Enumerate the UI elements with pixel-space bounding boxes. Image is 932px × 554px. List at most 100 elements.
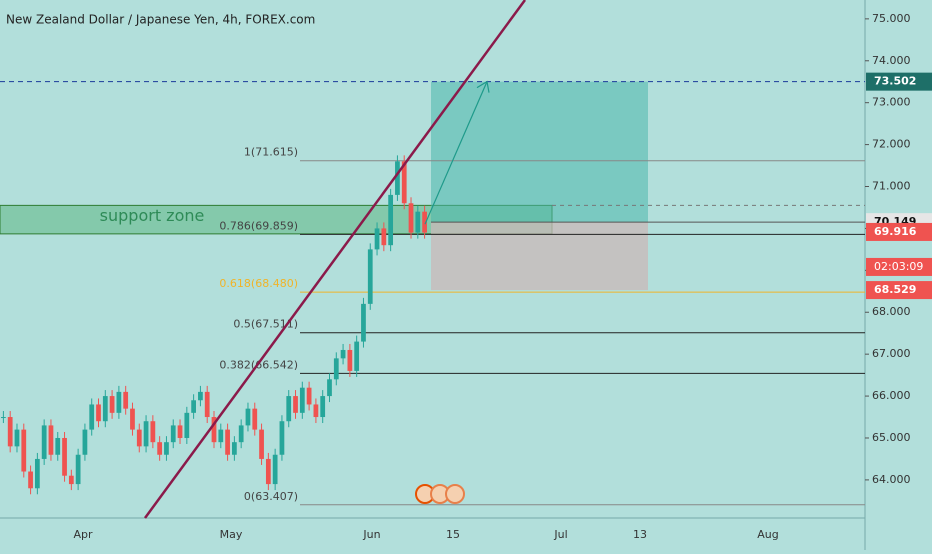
candle bbox=[286, 396, 292, 422]
time-label: May bbox=[220, 528, 243, 541]
price-tick-label: 68.000 bbox=[872, 305, 911, 318]
fib-label: 0.618(68.480) bbox=[219, 277, 298, 290]
price-tag bbox=[866, 72, 932, 91]
price-tick-label: 74.000 bbox=[872, 54, 911, 67]
candle bbox=[89, 404, 95, 430]
time-label: Jul bbox=[553, 528, 567, 541]
candle bbox=[422, 211, 427, 233]
candle bbox=[401, 161, 407, 204]
candle bbox=[68, 475, 74, 485]
candle bbox=[55, 437, 61, 455]
candle bbox=[14, 429, 20, 447]
projection-arrow bbox=[424, 81, 488, 225]
candle bbox=[82, 429, 88, 455]
candle bbox=[48, 425, 54, 455]
candle bbox=[150, 421, 156, 443]
price-tag-label: 69.916 bbox=[874, 225, 917, 238]
candle bbox=[177, 425, 183, 438]
price-tick-label: 75.000 bbox=[872, 12, 911, 25]
candle bbox=[272, 454, 278, 485]
candle bbox=[347, 349, 353, 371]
countdown-tag bbox=[866, 257, 932, 276]
candle bbox=[415, 211, 421, 233]
candle bbox=[21, 429, 27, 472]
price-tick-label: 73.000 bbox=[872, 96, 911, 109]
candle bbox=[123, 391, 129, 409]
arrow-head bbox=[476, 80, 490, 93]
stop-zone bbox=[431, 222, 648, 291]
fib-label: 0(63.407) bbox=[244, 490, 298, 503]
fib-label: 0.5(67.511) bbox=[233, 318, 298, 331]
candle bbox=[116, 391, 122, 413]
time-label: 15 bbox=[446, 528, 460, 541]
candle bbox=[41, 425, 47, 459]
candle bbox=[279, 421, 285, 455]
price-tick-label: 71.000 bbox=[872, 180, 911, 193]
price-tick-label: 72.000 bbox=[872, 138, 911, 151]
candle bbox=[245, 408, 251, 426]
candle bbox=[225, 429, 230, 455]
price-tag-label: 68.529 bbox=[874, 283, 916, 296]
candle bbox=[130, 408, 135, 430]
countdown-label: 02:03:09 bbox=[874, 260, 923, 273]
target-zone bbox=[431, 81, 648, 223]
candle bbox=[340, 349, 346, 359]
time-label: Apr bbox=[73, 528, 93, 541]
time-label: 13 bbox=[633, 528, 647, 541]
candle bbox=[109, 396, 115, 413]
candle bbox=[306, 387, 312, 405]
candle bbox=[1, 417, 6, 419]
candle bbox=[157, 442, 163, 455]
candle bbox=[252, 408, 258, 430]
price-tick-label: 67.000 bbox=[872, 347, 911, 360]
candle bbox=[191, 400, 196, 413]
fib-label: 1(71.615) bbox=[244, 146, 298, 159]
candle bbox=[143, 421, 149, 447]
candle bbox=[395, 161, 400, 195]
candle bbox=[259, 429, 264, 459]
candle bbox=[75, 454, 81, 485]
candle bbox=[102, 396, 108, 422]
candle bbox=[218, 429, 224, 443]
price-tick-label: 65.000 bbox=[872, 431, 911, 444]
candle bbox=[211, 417, 217, 443]
candle bbox=[374, 228, 380, 250]
candle bbox=[367, 249, 373, 304]
time-label: Aug bbox=[757, 528, 778, 541]
candle bbox=[381, 228, 387, 246]
price-tick-label: 66.000 bbox=[872, 389, 911, 402]
support-zone-label: support zone bbox=[100, 206, 205, 225]
event-icon bbox=[445, 484, 465, 504]
candle bbox=[327, 379, 332, 397]
candle bbox=[388, 194, 394, 246]
candle bbox=[299, 387, 305, 413]
fib-label: 0.786(69.859) bbox=[219, 219, 298, 232]
candle bbox=[170, 425, 176, 443]
candle bbox=[238, 425, 244, 443]
price-tag bbox=[866, 281, 932, 300]
candle bbox=[96, 404, 101, 422]
candle bbox=[164, 442, 169, 455]
candle bbox=[293, 396, 298, 413]
candle bbox=[265, 458, 271, 485]
time-label: Jun bbox=[362, 528, 380, 541]
candle bbox=[204, 391, 210, 418]
candle bbox=[408, 203, 414, 233]
candle bbox=[333, 358, 339, 380]
candle bbox=[320, 396, 326, 418]
candle bbox=[136, 429, 142, 447]
trend-line bbox=[143, 0, 527, 519]
candle bbox=[28, 471, 33, 489]
chart-title: New Zealand Dollar / Japanese Yen, 4h, F… bbox=[6, 13, 315, 27]
candle bbox=[313, 404, 319, 418]
price-tag bbox=[866, 222, 932, 241]
candle bbox=[184, 412, 190, 438]
candle bbox=[34, 458, 40, 489]
candle bbox=[354, 341, 360, 371]
price-tag-label: 73.502 bbox=[874, 75, 916, 88]
price-tick-label: 64.000 bbox=[872, 473, 911, 486]
candle bbox=[232, 442, 237, 455]
candle bbox=[7, 417, 13, 447]
candle bbox=[198, 391, 203, 401]
